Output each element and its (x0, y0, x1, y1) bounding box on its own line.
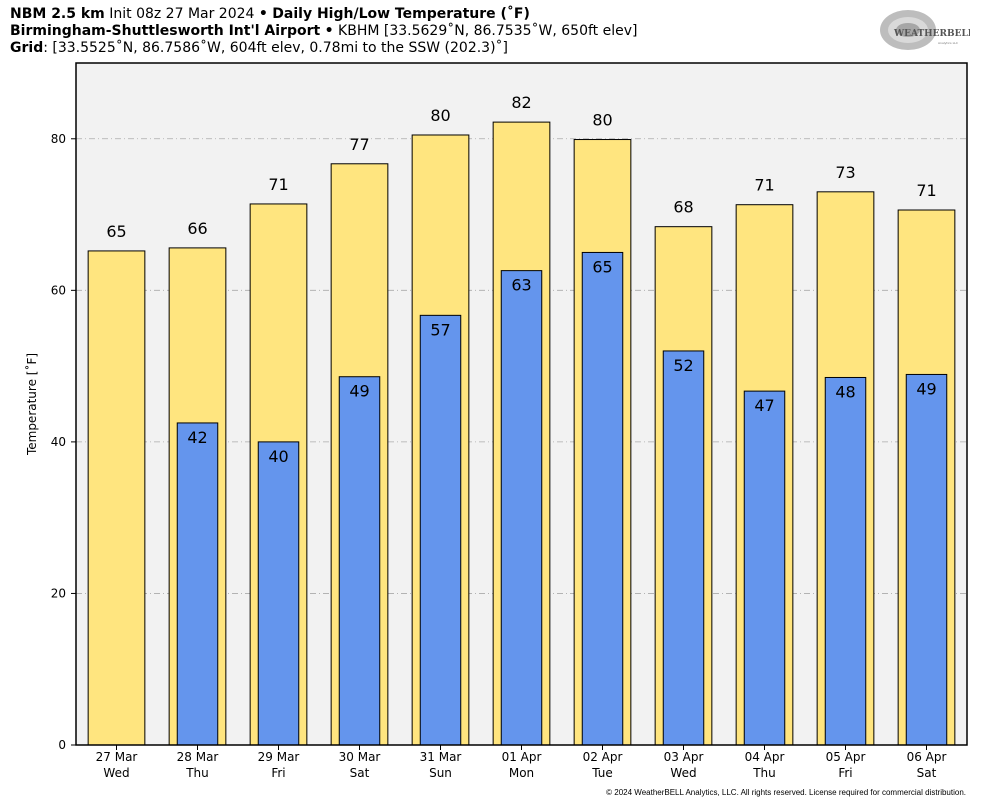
x-tick-label-day: Fri (838, 766, 852, 780)
low-temp-bar (581, 251, 624, 746)
copyright-notice: © 2024 WeatherBELL Analytics, LLC. All r… (606, 788, 966, 797)
high-temp-label: 80 (592, 111, 612, 130)
x-tick-label-day: Thu (752, 766, 776, 780)
high-temp-label: 77 (349, 135, 369, 154)
high-temp-label: 68 (673, 198, 693, 217)
low-temp-label: 42 (187, 428, 207, 447)
high-temp-label: 66 (187, 219, 207, 238)
station-name: Birmingham-Shuttlesworth Int'l Airport (10, 23, 321, 39)
x-tick-label-day: Wed (670, 766, 696, 780)
init-time: Init 08z 27 Mar 2024 (109, 6, 255, 22)
y-tick-label: 80 (51, 132, 66, 146)
x-tick-label-date: 04 Apr (745, 750, 785, 764)
x-tick-label-date: 03 Apr (664, 750, 704, 764)
bullet: • (258, 6, 268, 22)
high-temp-label: 80 (430, 106, 450, 125)
low-temp-bar (905, 373, 948, 746)
low-temp-label: 49 (349, 382, 369, 401)
high-temp-bar (87, 250, 146, 746)
grid-info: : [33.5525˚N, 86.7586˚W, 604ft elev, 0.7… (43, 40, 509, 56)
high-temp-label: 65 (106, 222, 126, 241)
x-tick-label-date: 30 Mar (339, 750, 381, 764)
low-temp-label: 65 (592, 257, 612, 276)
y-tick-label: 20 (51, 586, 66, 600)
plot-frame (75, 62, 968, 746)
x-tick-label-day: Wed (103, 766, 129, 780)
bullet: • (324, 23, 334, 39)
low-temp-label: 57 (430, 320, 450, 339)
x-tick-label-date: 29 Mar (258, 750, 300, 764)
x-tick-label-day: Fri (271, 766, 285, 780)
product-name: Daily High/Low Temperature (˚F) (272, 6, 530, 22)
y-axis-label: Temperature [˚F] (24, 353, 39, 456)
high-temp-label: 82 (511, 93, 531, 112)
chart-header-line-3: Grid: [33.5525˚N, 86.7586˚W, 604ft elev,… (10, 40, 508, 57)
x-tick-label-day: Tue (591, 766, 613, 780)
low-temp-label: 40 (268, 447, 288, 466)
low-temp-bar (743, 390, 786, 746)
low-temp-bar (500, 270, 543, 746)
plot-area: 0 20 40 60 80 65 27 Mar Wed 66 42 28 Mar Thu 71 40 29 … (51, 62, 968, 780)
x-tick-label-day: Mon (509, 766, 534, 780)
high-temp-label: 71 (916, 181, 936, 200)
high-temp-label: 71 (754, 176, 774, 195)
low-temp-label: 47 (754, 396, 774, 415)
low-temp-label: 52 (673, 356, 693, 375)
low-temp-bar (419, 314, 462, 746)
weatherbell-logo: WEATHERBELL Analytics LLC (880, 10, 970, 50)
y-tick-label: 0 (58, 738, 66, 752)
low-temp-bar (257, 441, 300, 746)
x-tick-label-date: 05 Apr (826, 750, 866, 764)
x-tick-label-day: Sat (917, 766, 937, 780)
x-tick-label-date: 06 Apr (907, 750, 947, 764)
high-temp-label: 73 (835, 163, 855, 182)
low-temp-bar (662, 350, 705, 746)
x-tick-label-date: 02 Apr (583, 750, 623, 764)
x-tick-label-day: Sun (429, 766, 452, 780)
grid-label: Grid (10, 40, 44, 56)
low-temp-label: 63 (511, 276, 531, 295)
station-info: KBHM [33.5629˚N, 86.7535˚W, 650ft elev] (338, 23, 638, 39)
x-tick-label-date: 31 Mar (420, 750, 462, 764)
high-temp-label: 71 (268, 175, 288, 194)
x-tick-label-date: 27 Mar (96, 750, 138, 764)
low-temp-label: 49 (916, 379, 936, 398)
x-tick-label-date: 01 Apr (502, 750, 542, 764)
chart-header-line-2: Birmingham-Shuttlesworth Int'l Airport •… (10, 23, 637, 40)
chart-header-line-1: NBM 2.5 km Init 08z 27 Mar 2024 • Daily … (10, 6, 530, 23)
low-temp-label: 48 (835, 382, 855, 401)
y-tick-label: 60 (51, 283, 66, 297)
low-temp-bar (338, 376, 381, 746)
x-tick-label-date: 28 Mar (177, 750, 219, 764)
low-temp-bar (824, 376, 867, 746)
logo-wordmark: WEATHERBELL (893, 29, 970, 39)
model-name: NBM 2.5 km (10, 6, 105, 22)
low-temp-bar (176, 422, 219, 746)
x-tick-label-day: Thu (185, 766, 209, 780)
x-tick-label-day: Sat (350, 766, 370, 780)
y-tick-label: 40 (51, 435, 66, 449)
logo-subtitle: Analytics LLC (938, 41, 958, 45)
